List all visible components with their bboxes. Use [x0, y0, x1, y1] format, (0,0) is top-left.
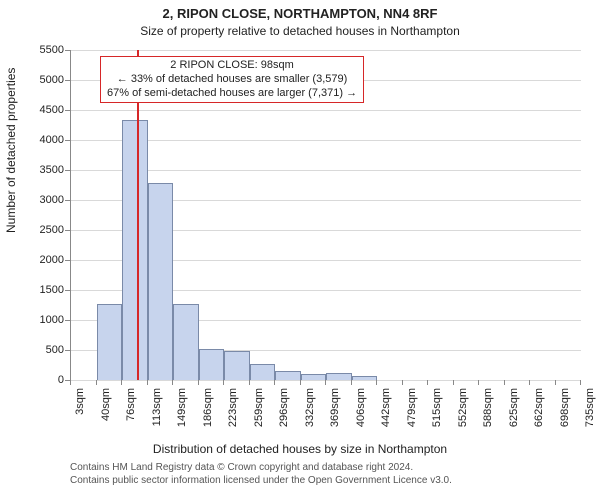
x-tick-label: 515sqm: [431, 388, 443, 427]
x-tick-label: 552sqm: [457, 388, 469, 427]
y-axis-label: Number of detached properties: [4, 68, 18, 233]
x-tick-label: 625sqm: [508, 388, 520, 427]
gridline: [71, 380, 581, 381]
annotation-box: 2 RIPON CLOSE: 98sqm ← 33% of detached h…: [100, 56, 364, 103]
x-tick-label: 149sqm: [176, 388, 188, 427]
y-tick-label: 0: [0, 374, 64, 386]
x-tick-label: 662sqm: [533, 388, 545, 427]
x-tick-label: 296sqm: [278, 388, 290, 427]
histogram-bar: [352, 376, 378, 380]
y-tick-label: 500: [0, 344, 64, 356]
x-tick-mark: [300, 380, 301, 385]
x-tick-mark: [121, 380, 122, 385]
y-tick-label: 3500: [0, 164, 64, 176]
y-tick-mark: [65, 80, 70, 81]
y-tick-mark: [65, 350, 70, 351]
x-tick-mark: [376, 380, 377, 385]
footer-line: Contains public sector information licen…: [70, 475, 452, 488]
y-tick-label: 5000: [0, 74, 64, 86]
annotation-line: 2 RIPON CLOSE: 98sqm: [107, 59, 357, 73]
chart-subtitle: Size of property relative to detached ho…: [0, 24, 600, 38]
gridline: [71, 50, 581, 51]
y-tick-label: 3000: [0, 194, 64, 206]
annotation-line: 67% of semi-detached houses are larger (…: [107, 87, 357, 101]
histogram-bar: [97, 304, 123, 380]
histogram-bar: [173, 304, 199, 380]
histogram-bar: [250, 364, 276, 380]
histogram-bar: [275, 371, 301, 380]
x-tick-mark: [529, 380, 530, 385]
gridline: [71, 110, 581, 111]
y-tick-mark: [65, 260, 70, 261]
histogram-bar: [224, 351, 250, 380]
histogram-bar: [301, 374, 327, 380]
y-tick-mark: [65, 110, 70, 111]
x-tick-mark: [198, 380, 199, 385]
x-tick-mark: [427, 380, 428, 385]
x-tick-mark: [70, 380, 71, 385]
x-tick-mark: [402, 380, 403, 385]
x-tick-mark: [274, 380, 275, 385]
x-axis-label: Distribution of detached houses by size …: [0, 442, 600, 456]
gridline: [71, 170, 581, 171]
x-tick-mark: [249, 380, 250, 385]
chart-container: 2, RIPON CLOSE, NORTHAMPTON, NN4 8RF Siz…: [0, 0, 600, 500]
x-tick-mark: [580, 380, 581, 385]
x-tick-label: 3sqm: [74, 388, 86, 415]
y-tick-label: 4500: [0, 104, 64, 116]
annotation-line: ← 33% of detached houses are smaller (3,…: [107, 73, 357, 87]
x-tick-label: 369sqm: [329, 388, 341, 427]
x-tick-label: 40sqm: [100, 388, 112, 421]
x-tick-label: 76sqm: [125, 388, 137, 421]
x-tick-mark: [325, 380, 326, 385]
y-tick-label: 1500: [0, 284, 64, 296]
y-tick-mark: [65, 320, 70, 321]
y-tick-mark: [65, 170, 70, 171]
y-tick-label: 2500: [0, 224, 64, 236]
histogram-bar: [148, 183, 174, 380]
x-tick-label: 186sqm: [202, 388, 214, 427]
x-tick-label: 588sqm: [482, 388, 494, 427]
x-tick-label: 479sqm: [406, 388, 418, 427]
x-tick-mark: [555, 380, 556, 385]
x-tick-mark: [96, 380, 97, 385]
gridline: [71, 140, 581, 141]
histogram-bar: [122, 120, 148, 380]
y-tick-label: 2000: [0, 254, 64, 266]
x-tick-label: 698sqm: [559, 388, 571, 427]
histogram-bar: [199, 349, 225, 380]
x-tick-label: 442sqm: [380, 388, 392, 427]
y-tick-label: 4000: [0, 134, 64, 146]
x-tick-mark: [478, 380, 479, 385]
x-tick-label: 406sqm: [355, 388, 367, 427]
y-tick-mark: [65, 230, 70, 231]
x-tick-mark: [147, 380, 148, 385]
histogram-bar: [326, 373, 352, 380]
x-tick-mark: [453, 380, 454, 385]
y-tick-mark: [65, 200, 70, 201]
y-tick-label: 1000: [0, 314, 64, 326]
y-tick-mark: [65, 140, 70, 141]
footer-attribution: Contains HM Land Registry data © Crown c…: [70, 462, 452, 487]
x-tick-label: 259sqm: [253, 388, 265, 427]
chart-title: 2, RIPON CLOSE, NORTHAMPTON, NN4 8RF: [0, 6, 600, 21]
x-tick-mark: [504, 380, 505, 385]
x-tick-mark: [351, 380, 352, 385]
x-tick-label: 223sqm: [227, 388, 239, 427]
y-tick-label: 5500: [0, 44, 64, 56]
x-tick-label: 332sqm: [304, 388, 316, 427]
x-tick-mark: [223, 380, 224, 385]
x-tick-label: 113sqm: [151, 388, 163, 426]
footer-line: Contains HM Land Registry data © Crown c…: [70, 462, 452, 475]
y-tick-mark: [65, 50, 70, 51]
y-tick-mark: [65, 290, 70, 291]
x-tick-mark: [172, 380, 173, 385]
x-tick-label: 735sqm: [584, 388, 596, 427]
